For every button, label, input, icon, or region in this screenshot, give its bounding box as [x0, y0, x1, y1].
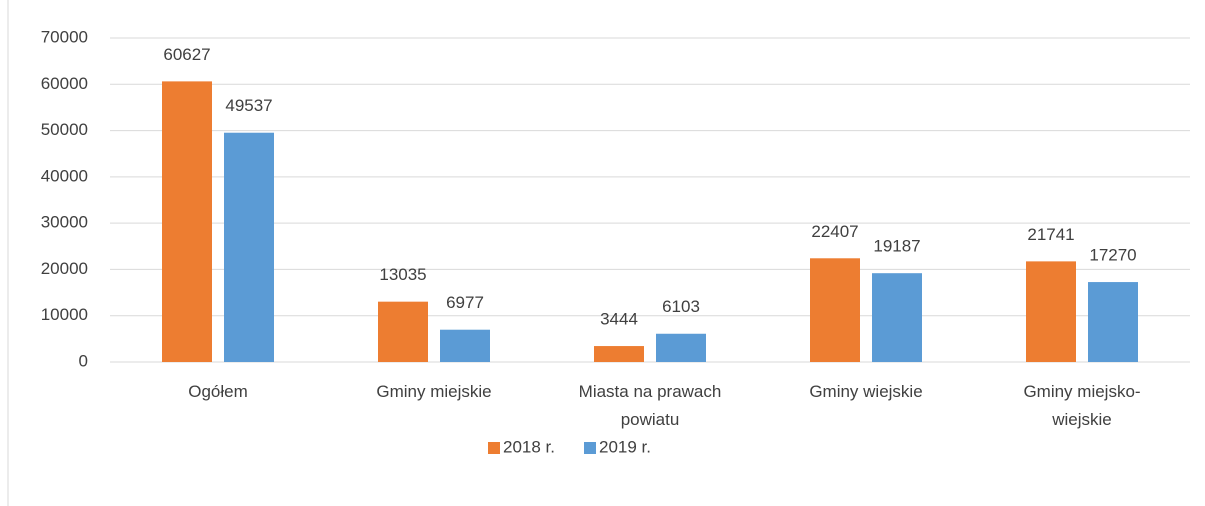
bar [1088, 282, 1138, 362]
bar [378, 301, 428, 362]
legend-label: 2018 r. [503, 437, 555, 456]
y-tick-label: 40000 [41, 166, 88, 185]
data-label: 49537 [225, 96, 272, 115]
bar [656, 333, 706, 362]
data-label: 13035 [379, 265, 426, 284]
data-label: 22407 [811, 222, 858, 241]
x-tick-label: Gminy miejskie [376, 382, 492, 401]
bar [440, 329, 490, 362]
bar [594, 346, 644, 362]
x-tick-label: Gminy wiejskie [809, 382, 923, 401]
y-tick-label: 70000 [41, 27, 88, 46]
data-label: 6103 [662, 297, 700, 316]
data-label: 6977 [446, 293, 484, 312]
bar [1026, 261, 1076, 362]
bar [872, 273, 922, 362]
x-tick-label: Gminy miejsko-wiejskie [1023, 382, 1141, 429]
y-tick-label: 60000 [41, 74, 88, 93]
y-tick-label: 20000 [41, 259, 88, 278]
x-tick-label: Ogółem [188, 382, 248, 401]
y-tick-label: 50000 [41, 120, 88, 139]
legend-label: 2019 r. [599, 437, 651, 456]
bar [224, 132, 274, 362]
x-tick-label: Miasta na prawach powiatu [578, 382, 722, 429]
data-label: 19187 [873, 237, 920, 256]
legend-swatch [488, 442, 500, 454]
bar [162, 81, 212, 362]
y-tick-label: 10000 [41, 305, 88, 324]
legend-swatch [584, 442, 596, 454]
bar [810, 258, 860, 362]
data-label: 17270 [1089, 246, 1136, 265]
data-label: 60627 [163, 45, 210, 64]
y-tick-label: 0 [79, 351, 88, 370]
data-label: 21741 [1027, 225, 1074, 244]
y-tick-label: 30000 [41, 213, 88, 232]
data-label: 3444 [600, 310, 638, 329]
